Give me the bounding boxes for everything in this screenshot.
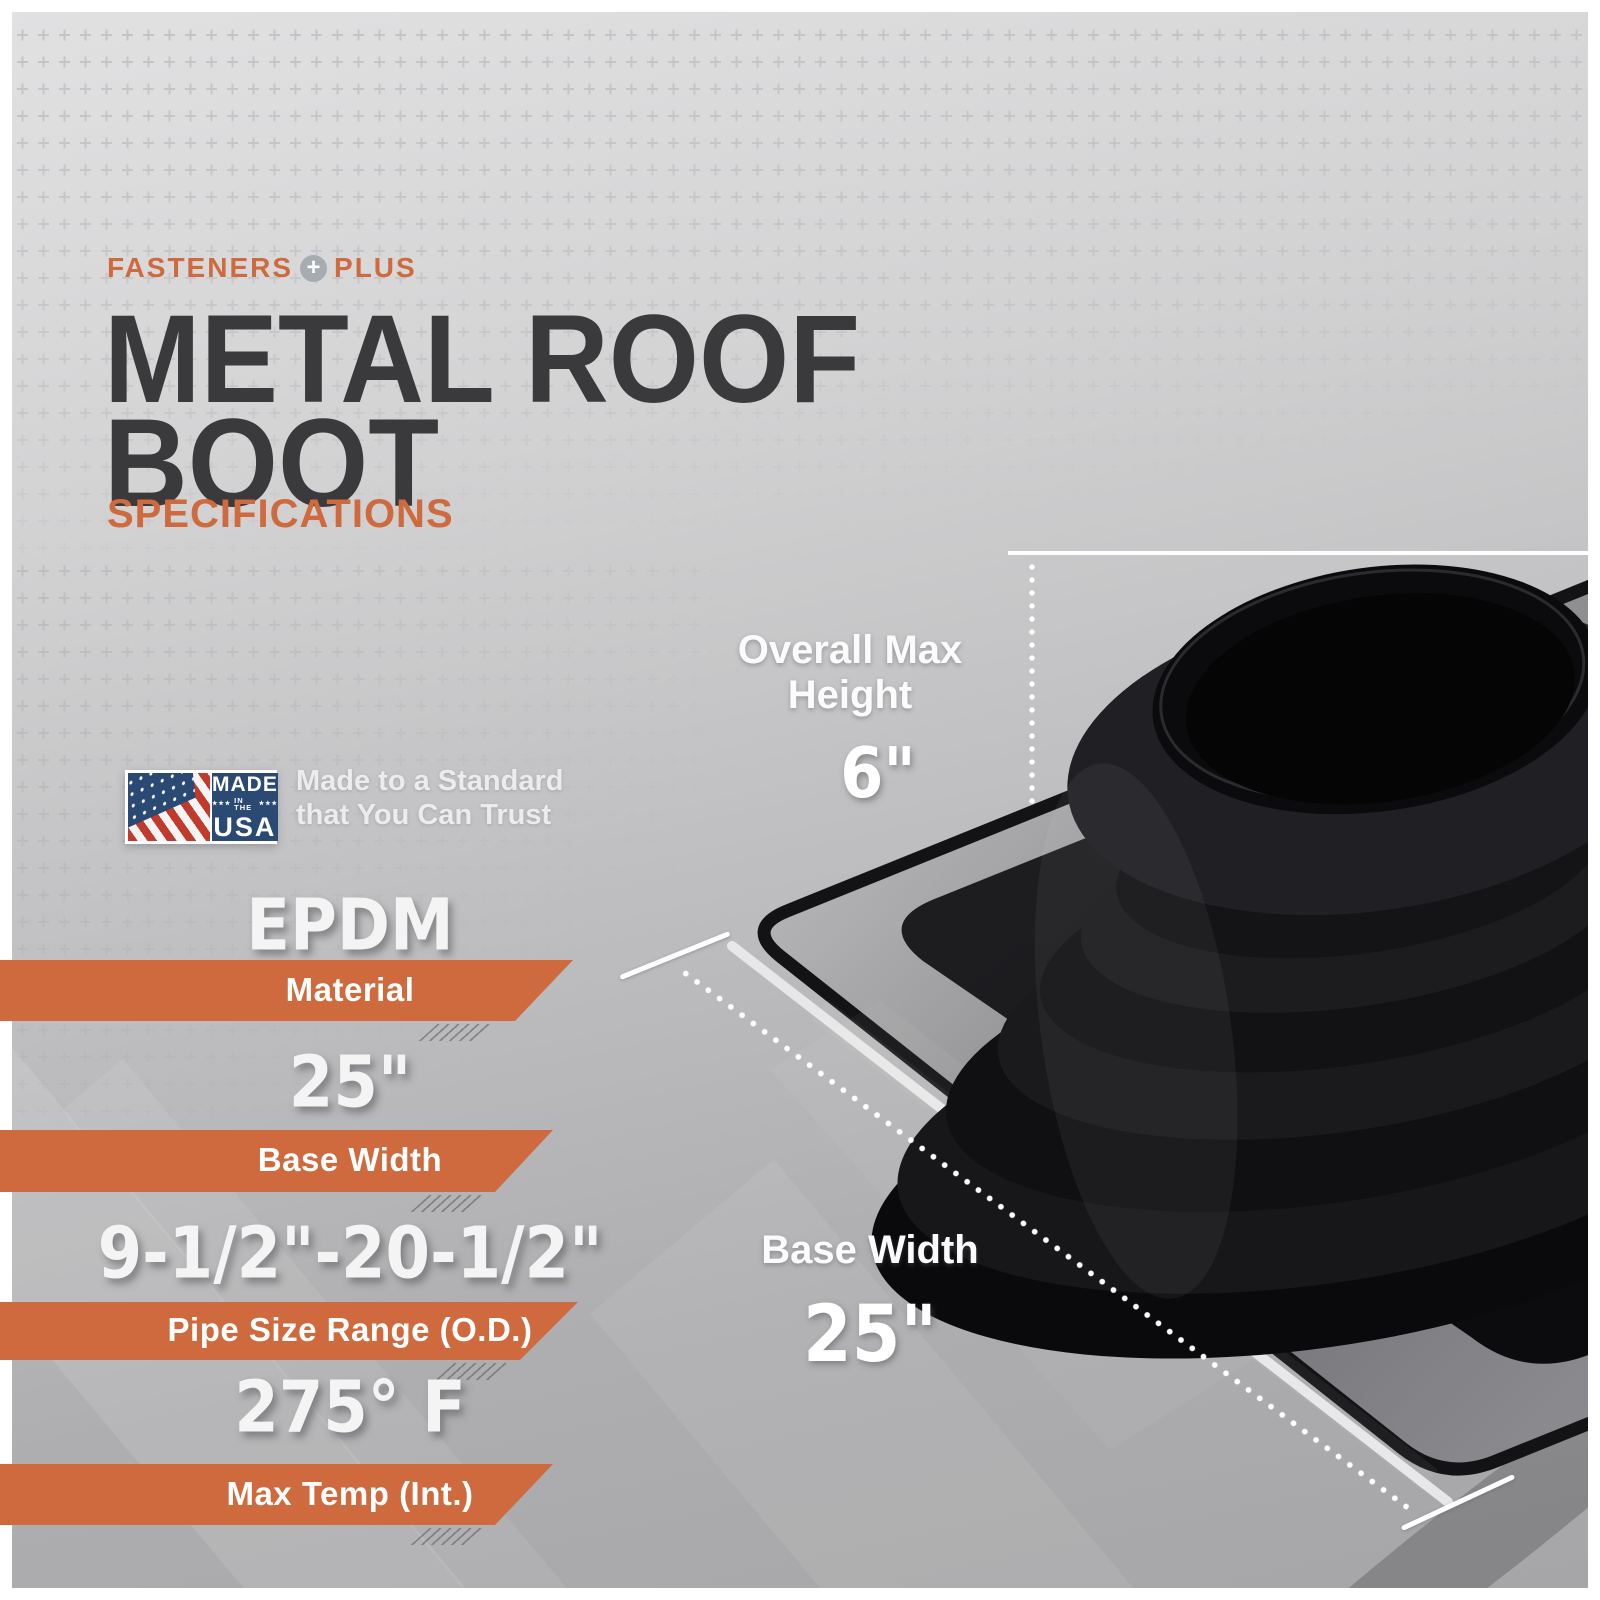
plus-pattern-left bbox=[12, 560, 712, 1160]
usa-badge-text: MADE ★★★ IN THE ★★★ USA bbox=[212, 773, 278, 841]
spec-banner-max-temp: Max Temp (Int.) bbox=[0, 1464, 553, 1525]
plus-pattern-top bbox=[12, 24, 1588, 564]
tagline-line2: that You Can Trust bbox=[296, 799, 552, 832]
badge-inthe-text: ★★★ IN THE ★★★ bbox=[212, 795, 278, 812]
height-label-line1: Overall Max bbox=[737, 628, 963, 672]
spec-label-material: Material bbox=[285, 970, 415, 1008]
brand-name-left: FASTENERS bbox=[107, 252, 294, 283]
page-title-line2: BOOT bbox=[104, 392, 440, 533]
plus-screw-icon: + bbox=[300, 254, 328, 282]
badge-usa-text: USA bbox=[213, 811, 277, 842]
page-subtitle: SPECIFICATIONS bbox=[107, 492, 454, 536]
height-callout-value: 6" bbox=[840, 732, 916, 814]
spec-banner-pipe-size: Pipe Size Range (O.D.) bbox=[0, 1302, 578, 1360]
height-dotted-line bbox=[1029, 564, 1035, 810]
spec-label-max-temp: Max Temp (Int.) bbox=[226, 1474, 474, 1512]
brand-logo: FASTENERS + PLUS bbox=[107, 252, 417, 284]
height-label-line2: Height bbox=[787, 672, 913, 717]
spec-label-base-width: Base Width bbox=[257, 1141, 443, 1179]
flag-canton bbox=[128, 773, 196, 831]
badge-made-text: MADE bbox=[212, 772, 278, 796]
spec-value-base-width: 25" bbox=[288, 1041, 412, 1125]
base-width-callout-value: 25" bbox=[803, 1288, 937, 1380]
tagline-line1: Made to a Standard bbox=[296, 765, 564, 797]
page-title-line1: METAL ROOF bbox=[104, 288, 861, 429]
height-dimension-line bbox=[1008, 551, 1588, 555]
height-callout-label: Overall Max Height bbox=[700, 628, 1000, 718]
made-in-usa-badge: MADE ★★★ IN THE ★★★ USA bbox=[125, 770, 278, 844]
badge-stars-right: ★★★ bbox=[258, 801, 278, 807]
spec-value-max-temp: 275° F bbox=[234, 1366, 466, 1450]
badge-stars-left: ★★★ bbox=[212, 801, 232, 807]
spec-value-material: EPDM bbox=[246, 884, 454, 968]
trust-tagline: Made to a Standard that You Can Trust bbox=[296, 764, 564, 832]
us-flag-icon bbox=[128, 773, 210, 841]
spec-banner-material: Material bbox=[0, 960, 573, 1021]
base-width-callout-label: Base Width bbox=[761, 1228, 979, 1272]
badge-inthe-label: IN THE bbox=[234, 795, 253, 812]
spec-value-pipe-size: 9-1/2"-20-1/2" bbox=[97, 1212, 603, 1296]
brand-name-right: PLUS bbox=[334, 252, 417, 283]
spec-label-pipe-size: Pipe Size Range (O.D.) bbox=[167, 1311, 533, 1349]
spec-banner-base-width: Base Width bbox=[0, 1130, 553, 1192]
